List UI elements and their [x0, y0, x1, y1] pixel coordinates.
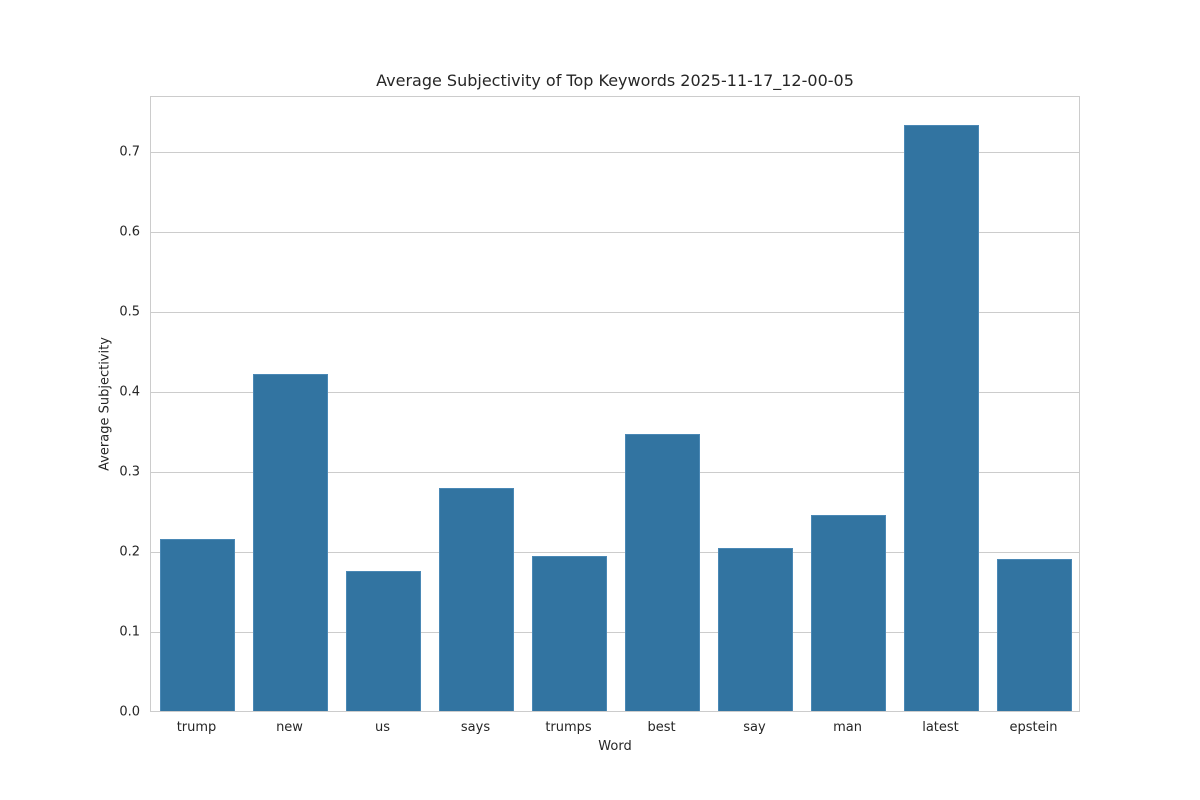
chart-title: Average Subjectivity of Top Keywords 202…	[376, 71, 854, 90]
x-tick-label: best	[647, 720, 676, 735]
bar-says	[439, 487, 514, 711]
y-tick-label: 0.7	[119, 144, 140, 160]
gridline	[151, 232, 1079, 233]
bar-new	[253, 374, 328, 711]
y-tick-label: 0.0	[119, 704, 140, 720]
bar-man	[811, 515, 886, 711]
bar-say	[718, 547, 793, 711]
gridline	[151, 312, 1079, 313]
gridline	[151, 632, 1079, 633]
y-axis-label: Average Subjectivity	[97, 337, 113, 471]
gridline	[151, 392, 1079, 393]
x-tick-label: say	[743, 720, 766, 735]
bar-trump	[160, 539, 235, 711]
x-tick-label: us	[374, 720, 391, 735]
x-tick-label: latest	[922, 720, 959, 735]
bar-best	[625, 434, 700, 711]
y-tick-label: 0.2	[119, 544, 140, 560]
bar-latest	[904, 124, 979, 711]
y-tick-label: 0.6	[119, 224, 140, 240]
y-tick-label: 0.5	[119, 304, 140, 320]
y-tick-label: 0.3	[119, 464, 140, 480]
bar-trumps	[532, 555, 607, 711]
x-tick-label: new	[276, 720, 303, 735]
x-tick-label: trump	[176, 720, 217, 735]
gridline	[151, 472, 1079, 473]
y-tick-label: 0.1	[119, 624, 140, 640]
y-tick-label: 0.4	[119, 384, 140, 400]
gridline	[151, 152, 1079, 153]
bar-us	[346, 571, 421, 711]
x-tick-label: says	[460, 720, 491, 735]
x-tick-label: epstein	[1009, 720, 1058, 735]
bar-epstein	[997, 559, 1072, 711]
x-tick-label: man	[833, 720, 862, 735]
gridline	[151, 552, 1079, 553]
x-axis-label: Word	[598, 739, 632, 754]
plot-area	[150, 96, 1080, 712]
x-tick-label: trumps	[545, 720, 592, 735]
